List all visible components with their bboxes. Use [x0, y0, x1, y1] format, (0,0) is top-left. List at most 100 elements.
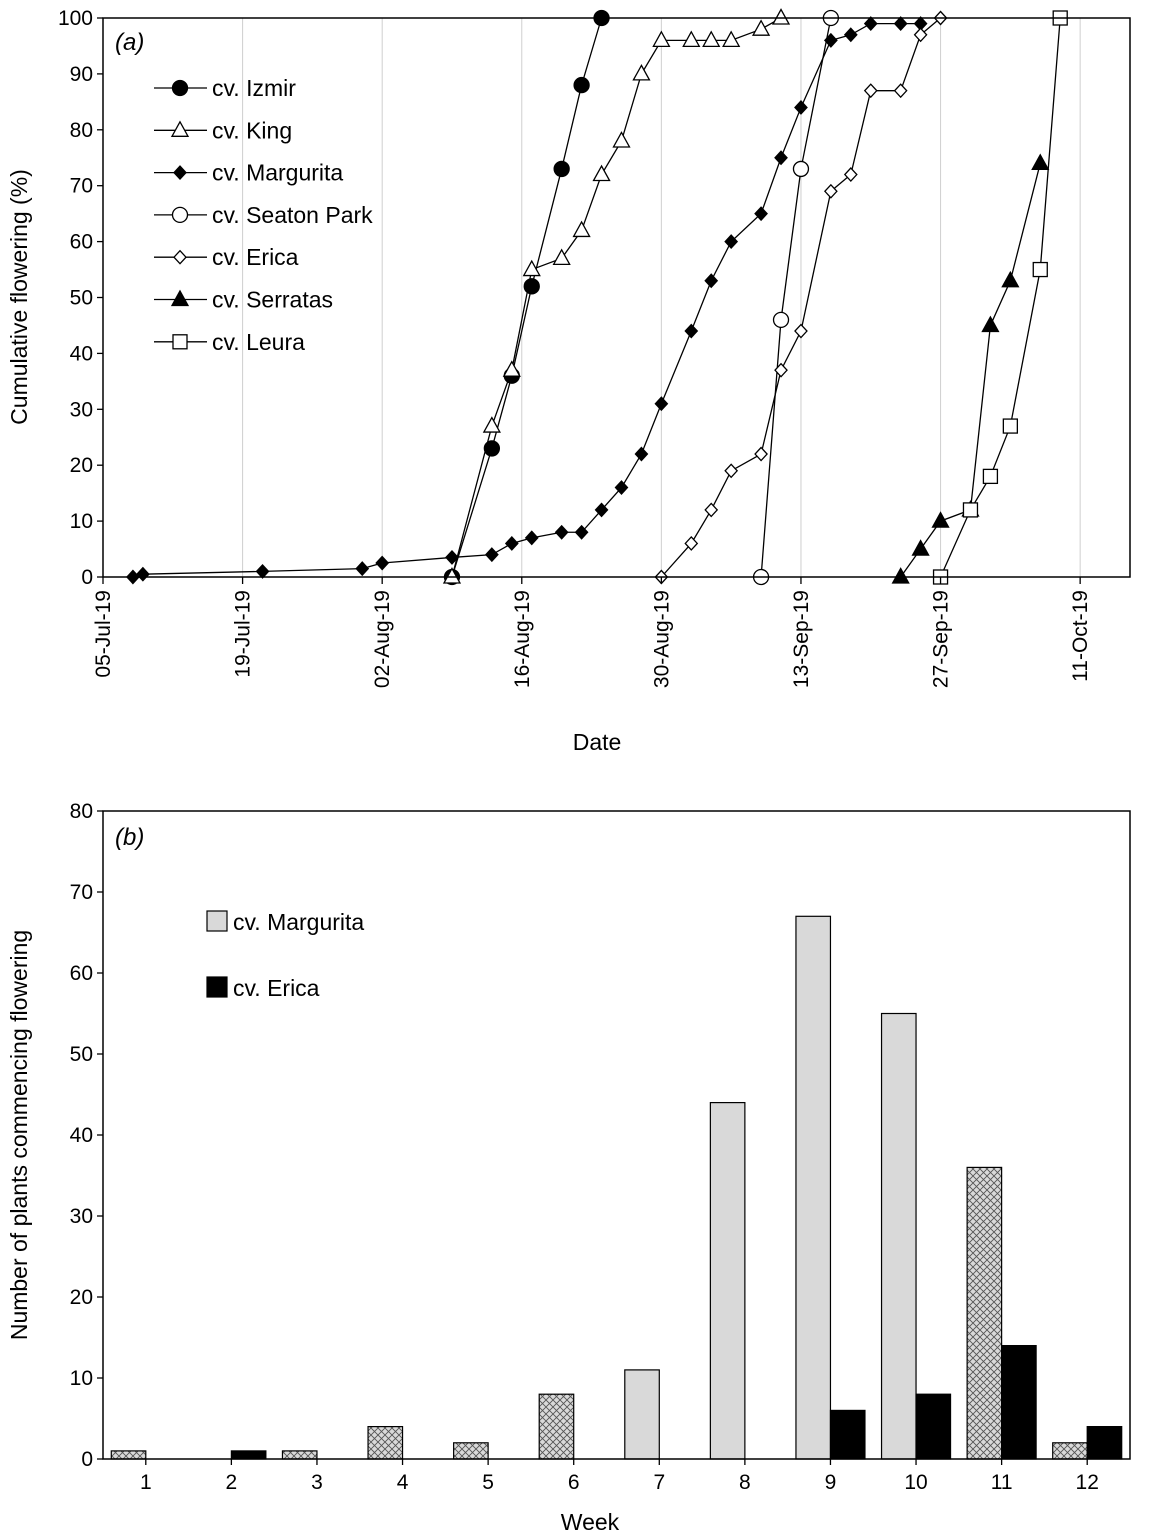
data-point-izmir — [523, 278, 540, 295]
data-point-king — [682, 30, 701, 48]
data-point-serratas — [1001, 270, 1020, 288]
data-point-margurita — [634, 446, 649, 462]
bar-margurita-week-1 — [110, 1450, 147, 1460]
chart-a: 05-Jul-19 19-Jul-19 02-Aug-19 16-Aug-19 30-A… — [6, 7, 1131, 755]
bar-margurita-week-6 — [538, 1393, 575, 1460]
bar-margurita-week-5 — [453, 1442, 489, 1460]
data-point-leura — [1002, 418, 1018, 434]
data-point-leura — [982, 468, 999, 485]
chart-a-x-tick-label: 13-Sep-19 — [790, 590, 813, 688]
chart-b-x-tick-label: 3 — [311, 1471, 323, 1494]
data-point-izmir — [483, 440, 501, 457]
legend-marker — [171, 79, 189, 97]
bar-margurita-week-11 — [966, 1166, 1003, 1460]
chart-a-y-tick-label: 40 — [70, 342, 93, 365]
chart-a-x-tick-label: 02-Aug-19 — [371, 590, 394, 688]
chart-a-y-tick-label: 0 — [81, 566, 93, 589]
data-point-margurita — [504, 536, 519, 551]
legend-item-serratas: cv. Serratas — [154, 287, 333, 313]
data-point-king — [652, 30, 671, 48]
chart-a-panel-label: (a) — [115, 29, 144, 56]
data-point-serratas — [1031, 153, 1050, 170]
chart-b-y-axis-title: Number of plants commencing flowering — [6, 930, 32, 1340]
legend-label: cv. Leura — [212, 329, 305, 355]
chart-b-x-tick-label: 1 — [140, 1471, 152, 1494]
bar-margurita-week-8 — [709, 1101, 746, 1460]
bar-margurita-week-3 — [281, 1450, 318, 1460]
data-point-margurita — [893, 16, 908, 32]
data-point-izmir — [573, 76, 590, 94]
chart-a-y-tick-label: 50 — [70, 287, 93, 310]
legend-marker — [172, 334, 188, 350]
chart-b-x-tick-label: 6 — [568, 1471, 580, 1494]
data-point-king — [771, 8, 791, 25]
chart-b-x-tick-label: 2 — [226, 1471, 238, 1494]
legend-marker — [173, 165, 187, 181]
chart-a-x-tick-label: 11-Oct-19 — [1069, 590, 1092, 682]
bar-erica-week-9 — [829, 1409, 866, 1460]
chart-b-x-tick-label: 5 — [482, 1471, 494, 1494]
legend-swatch — [206, 910, 228, 932]
data-point-margurita — [484, 547, 499, 563]
chart-a-x-axis-title: Date — [573, 729, 622, 755]
legend-marker — [170, 289, 190, 307]
data-point-margurita — [863, 16, 878, 32]
data-point-king — [632, 64, 651, 81]
legend-label: cv. Margurita — [212, 160, 343, 186]
data-point-erica — [724, 463, 739, 479]
legend-label: cv. Erica — [233, 975, 320, 1001]
data-point-erica — [794, 323, 808, 339]
chart-a-y-tick-label: 70 — [70, 175, 93, 198]
data-point-erica — [684, 536, 699, 551]
data-point-erica — [863, 83, 878, 99]
chart-b-x-tick-label: 12 — [1076, 1471, 1099, 1494]
chart-b-y-tick-label: 0 — [81, 1448, 93, 1471]
chart-a-y-tick-label: 100 — [58, 7, 93, 30]
data-point-leura — [1032, 261, 1048, 278]
data-point-king — [592, 164, 611, 182]
legend-label: cv. Erica — [212, 244, 299, 270]
chart-b-y-tick-label: 20 — [70, 1286, 93, 1309]
chart-b-y-tick-label: 60 — [70, 962, 93, 985]
legend-item-erica: cv. Erica — [154, 244, 299, 270]
legend-item-leura: cv. Leura — [154, 329, 305, 355]
data-point-serratas — [911, 539, 930, 556]
series-serratas — [891, 153, 1050, 584]
chart-b-x-tick-label: 9 — [825, 1471, 837, 1494]
legend-item-margurita: cv. Margurita — [206, 909, 364, 935]
chart-b-bars-group — [110, 915, 1123, 1460]
data-point-margurita — [445, 549, 459, 565]
bar-margurita-week-9 — [795, 915, 832, 1460]
chart-a-x-tick-label: 05-Jul-19 — [92, 590, 115, 678]
chart-b-y-tick-label: 70 — [70, 881, 93, 904]
data-point-serratas — [931, 511, 950, 528]
chart-b-y-tick-label: 50 — [70, 1043, 93, 1066]
bar-margurita-week-4 — [367, 1425, 404, 1460]
data-point-erica — [754, 446, 768, 462]
chart-a-y-tick-label: 20 — [70, 454, 93, 477]
chart-a-x-tick-label: 27-Sep-19 — [930, 590, 953, 688]
legend-item-margurita: cv. Margurita — [154, 160, 343, 186]
data-point-king — [612, 131, 631, 148]
chart-a-y-tick-label: 90 — [70, 63, 93, 86]
data-point-king — [522, 259, 541, 277]
data-point-king — [482, 416, 501, 433]
legend-item-king: cv. King — [154, 117, 292, 143]
bar-erica-week-10 — [915, 1393, 952, 1460]
bar-margurita-week-12 — [1052, 1442, 1088, 1460]
legend-label: cv. Izmir — [212, 75, 296, 101]
bar-margurita-week-10 — [880, 1012, 917, 1460]
series-erica — [654, 10, 948, 585]
data-point-erica — [913, 27, 928, 43]
bar-erica-week-11 — [1001, 1344, 1037, 1460]
chart-a-x-ticks: 05-Jul-19 19-Jul-19 02-Aug-19 16-Aug-19 30-A… — [92, 577, 1092, 688]
data-point-izmir — [553, 160, 570, 178]
data-point-erica — [843, 167, 858, 182]
chart-a-x-tick-label: 30-Aug-19 — [650, 590, 673, 688]
data-point-margurita — [594, 502, 609, 518]
data-point-margurita — [255, 563, 270, 579]
data-point-margurita — [375, 555, 390, 571]
data-point-seaton-park — [792, 160, 810, 178]
